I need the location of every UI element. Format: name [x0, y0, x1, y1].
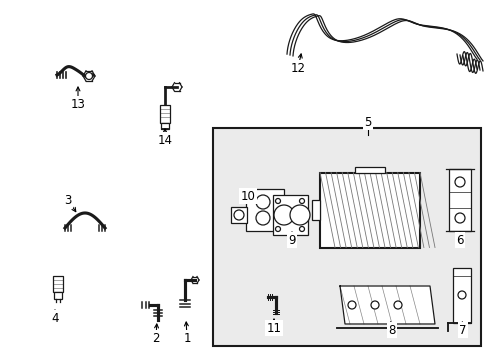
Circle shape — [393, 301, 401, 309]
Circle shape — [256, 211, 269, 225]
Text: 5: 5 — [364, 116, 371, 129]
Bar — [230, 207, 246, 223]
Text: 8: 8 — [387, 324, 395, 337]
Circle shape — [256, 195, 269, 209]
Circle shape — [347, 301, 355, 309]
Circle shape — [299, 198, 304, 203]
Circle shape — [289, 205, 309, 225]
Bar — [311, 200, 319, 220]
Circle shape — [454, 213, 464, 223]
Circle shape — [275, 198, 280, 203]
Text: 12: 12 — [290, 62, 305, 75]
Text: 4: 4 — [51, 311, 59, 324]
Bar — [452, 267, 470, 323]
Circle shape — [273, 205, 293, 225]
Text: 13: 13 — [70, 98, 85, 111]
Polygon shape — [339, 286, 434, 324]
Circle shape — [370, 301, 378, 309]
Circle shape — [457, 291, 465, 299]
Bar — [53, 276, 63, 292]
Bar — [272, 195, 307, 235]
Text: 1: 1 — [183, 332, 190, 345]
Bar — [319, 172, 419, 248]
Text: 11: 11 — [266, 321, 281, 334]
Text: 3: 3 — [64, 194, 72, 207]
Bar — [54, 292, 62, 299]
Text: 10: 10 — [240, 189, 255, 202]
Circle shape — [299, 226, 304, 231]
Circle shape — [275, 226, 280, 231]
Bar — [161, 123, 169, 129]
Text: 14: 14 — [157, 134, 172, 147]
Circle shape — [85, 72, 92, 80]
Bar — [213, 128, 480, 346]
Bar — [160, 105, 170, 123]
Circle shape — [454, 177, 464, 187]
Text: 9: 9 — [287, 234, 295, 247]
Bar — [245, 189, 284, 231]
Text: 2: 2 — [152, 332, 160, 345]
Circle shape — [234, 210, 244, 220]
Bar — [448, 169, 470, 231]
Text: 7: 7 — [458, 324, 466, 337]
Bar — [354, 166, 384, 172]
Text: 6: 6 — [455, 234, 463, 247]
